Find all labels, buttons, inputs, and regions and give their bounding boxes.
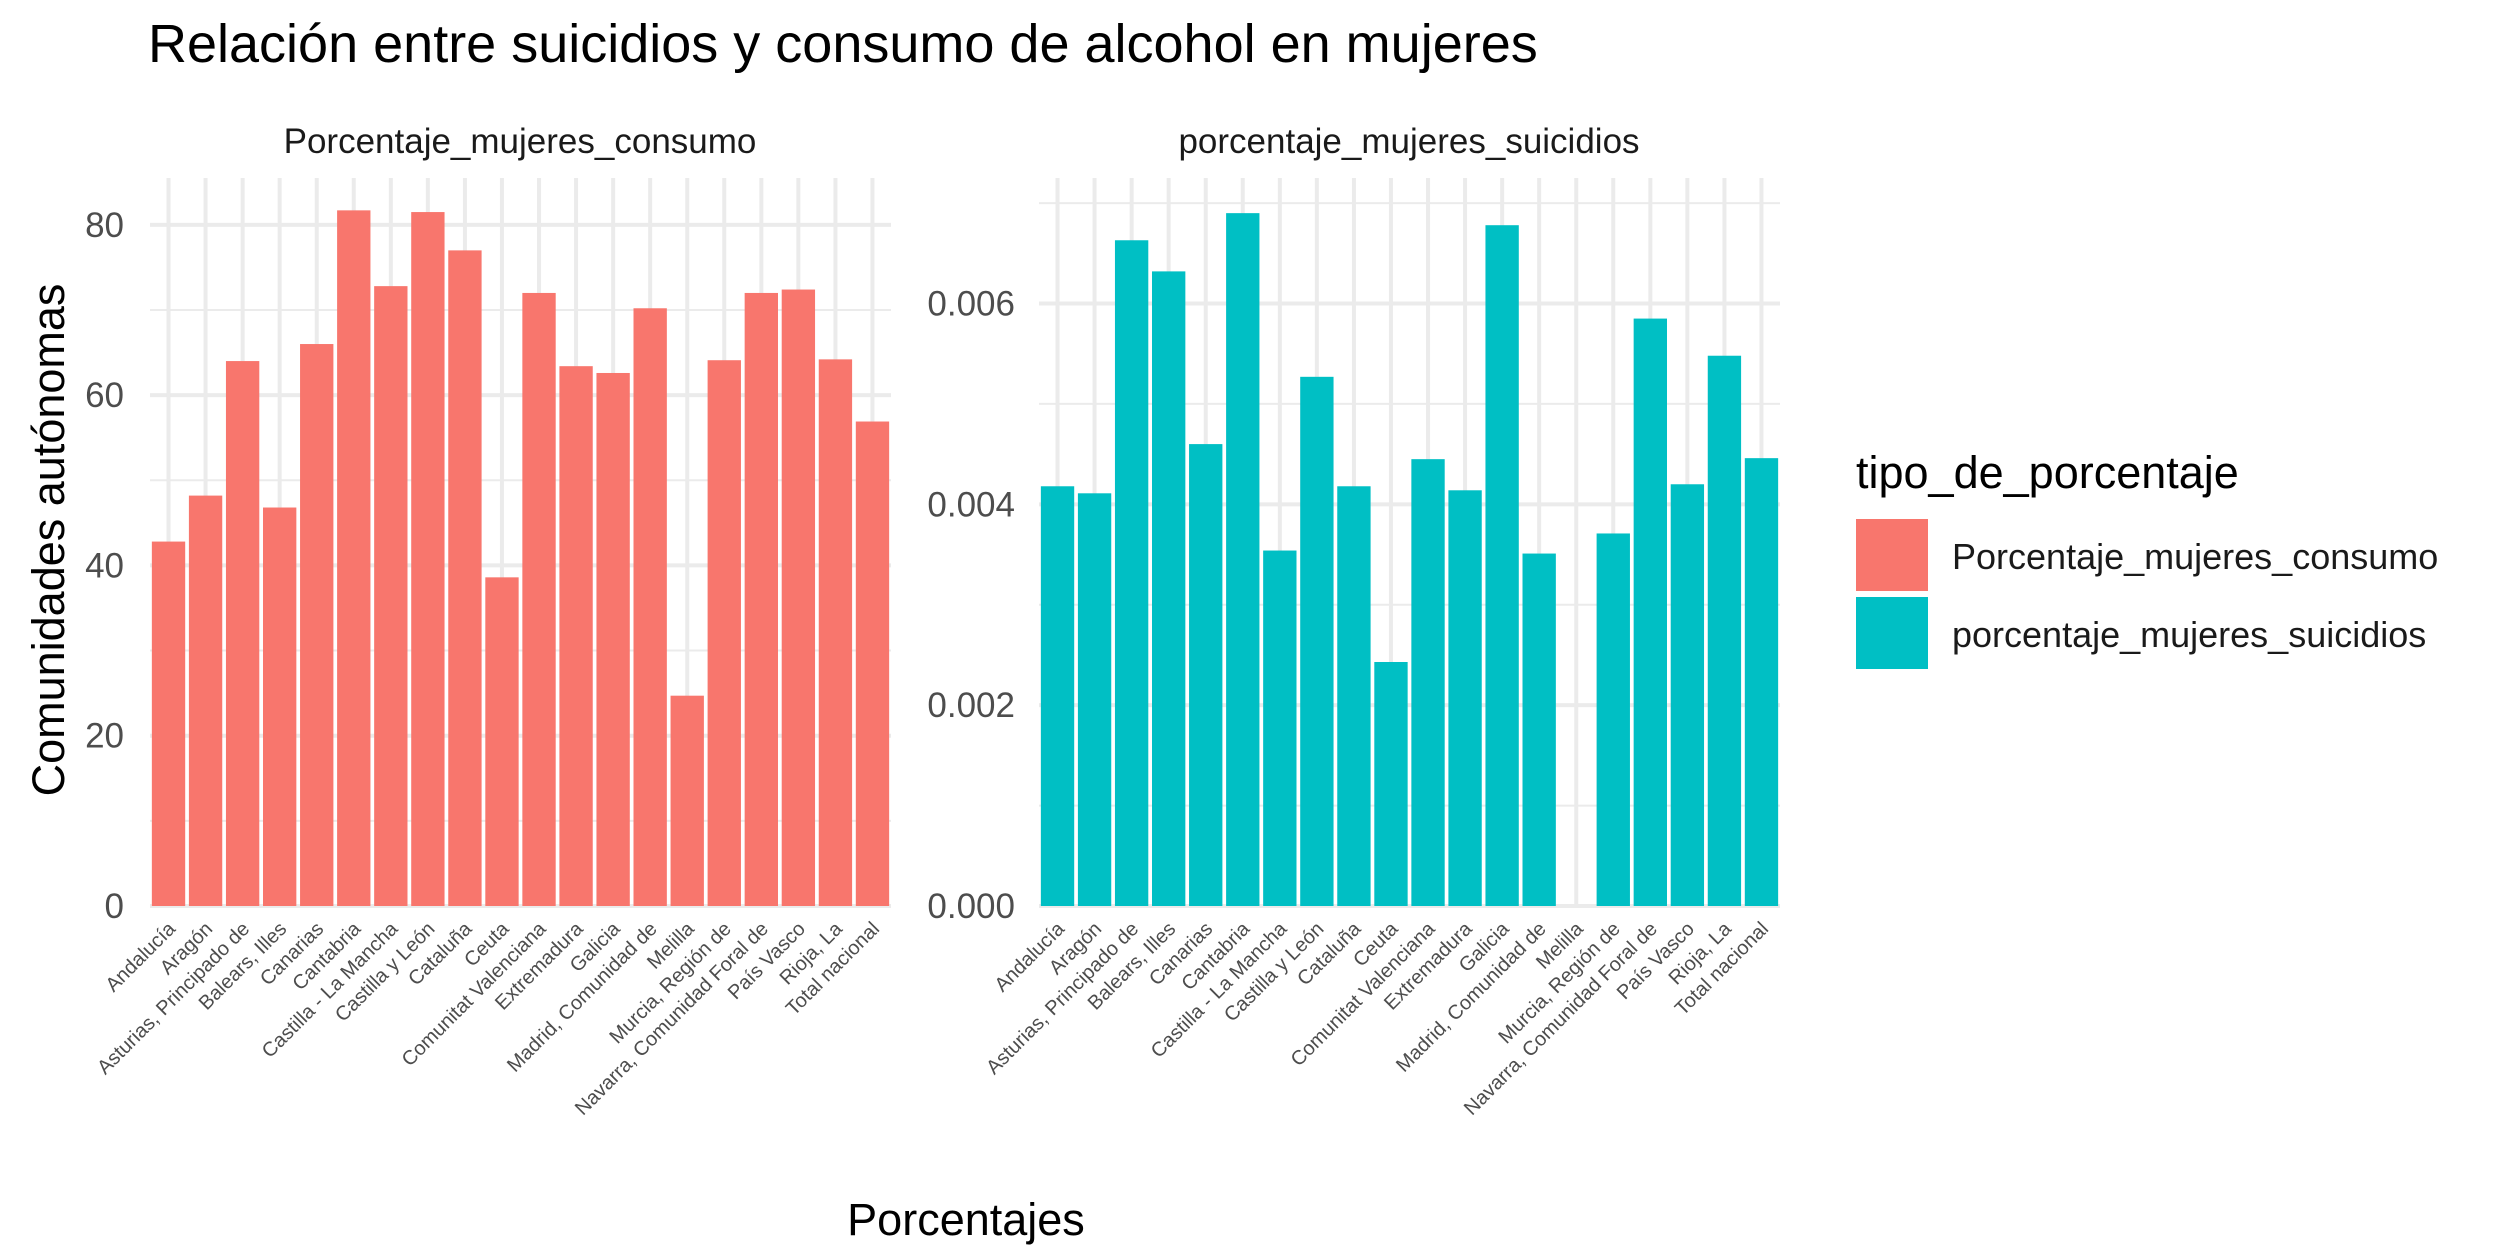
legend-key-consumo [1856,519,1928,591]
legend-label-suicidios: porcentaje_mujeres_suicidios [1952,614,2426,655]
facet-strip-label: porcentaje_mujeres_suicidios [1178,122,1639,161]
bar [1077,493,1112,906]
legend-title: tipo_de_porcentaje [1856,447,2239,498]
bar [411,212,445,907]
chart-title: Relación entre suicidios y consumo de al… [148,14,1538,74]
y-tick-label: 40 [85,546,124,585]
y-tick-label: 0.006 [927,285,1015,324]
bar [707,360,741,906]
y-tick-label: 60 [85,376,124,415]
bar [1374,661,1408,906]
bar [374,286,408,906]
bar [522,292,556,906]
bar [781,289,816,907]
bar [596,372,630,906]
bar [1411,459,1445,906]
bar [1596,533,1630,906]
y-tick-label: 0.000 [927,887,1015,926]
bar [1337,486,1371,906]
y-tick-label: 20 [85,717,124,756]
y-tick-label: 0.002 [927,686,1015,725]
bar [485,577,519,906]
bar [448,250,482,906]
x-axis-label: Porcentajes [847,1194,1085,1245]
bar [1152,271,1186,906]
bar [1114,240,1149,907]
bar [225,361,260,906]
legend-label-consumo: Porcentaje_mujeres_consumo [1952,536,2438,577]
bar [1670,484,1705,906]
y-tick-label: 0 [105,887,124,926]
bar [1707,355,1742,906]
legend: tipo_de_porcentaje Porcentaje_mujeres_co… [1856,447,2438,669]
bar [1040,486,1075,906]
bar [337,210,371,906]
bar [633,308,667,906]
bar [559,366,593,906]
legend-key-suicidios [1856,597,1928,669]
bar [1448,490,1482,906]
bar [263,507,297,906]
bar [300,344,334,906]
bar [151,541,186,906]
bar [1226,213,1260,906]
bar [855,421,890,906]
bar [670,695,704,906]
bar [744,292,778,906]
bar [1744,458,1779,906]
bar [1300,376,1334,906]
bar [1633,318,1667,906]
bar [818,359,853,906]
y-tick-label: 0.004 [927,485,1015,524]
bar [1522,553,1556,906]
y-axis-label: Comunidades autónomas [23,284,74,797]
facet-strip-label: Porcentaje_mujeres_consumo [284,122,757,161]
bar [1189,444,1223,906]
facet-panel-suicidios: porcentaje_mujeres_suicidios 0.000 0.002 0.… [927,122,1780,1120]
y-tick-label: 80 [85,206,124,245]
bar [188,495,223,906]
bar [1263,550,1297,906]
bar [1485,225,1519,907]
